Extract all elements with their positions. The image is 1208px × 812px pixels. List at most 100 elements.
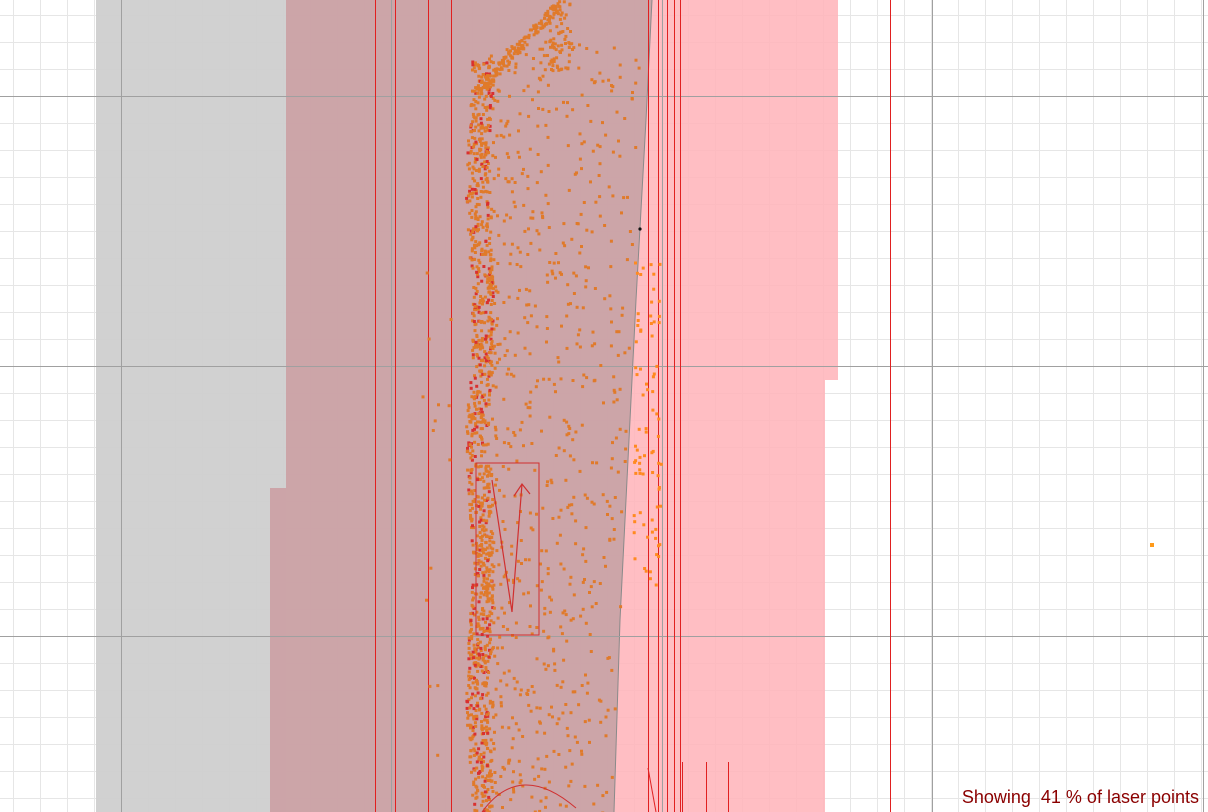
laser-point (613, 707, 617, 711)
laser-point (563, 244, 567, 248)
laser-point (476, 554, 480, 558)
laser-point (474, 169, 478, 172)
laser-point (581, 385, 585, 389)
laser-point (471, 89, 474, 93)
laser-point (484, 684, 488, 688)
laser-point (477, 203, 481, 207)
laser-point (489, 553, 493, 557)
laser-point (575, 305, 579, 309)
laser-point (516, 521, 520, 525)
laser-point (467, 636, 471, 640)
laser-point (473, 69, 477, 73)
laser-point (491, 96, 495, 100)
laser-point (548, 595, 552, 599)
laser-point (529, 709, 533, 713)
laser-point (481, 760, 485, 764)
laser-point (551, 272, 555, 276)
laser-point (474, 125, 478, 129)
laser-point (521, 44, 525, 48)
laser-point (473, 188, 477, 191)
laser-point (491, 92, 495, 95)
laser-point (534, 23, 538, 27)
laser-point (521, 735, 525, 738)
laser-point (483, 160, 487, 164)
laser-point (585, 228, 589, 232)
laser-point (495, 134, 499, 138)
laser-point (488, 727, 492, 731)
laser-point (474, 215, 478, 218)
laser-point (486, 277, 490, 281)
laser-point (489, 619, 493, 623)
laser-point (483, 273, 487, 277)
laser-point (471, 793, 475, 797)
laser-point (549, 59, 553, 63)
laser-point (436, 684, 440, 688)
laser-point (651, 408, 655, 412)
laser-point (552, 57, 556, 61)
laser-point (610, 668, 614, 672)
laser-point (494, 73, 498, 76)
laser-point (482, 518, 486, 522)
laser-point (478, 88, 482, 91)
laser-point (608, 294, 612, 298)
laser-point (472, 98, 476, 102)
laser-point (469, 619, 473, 623)
laser-point (484, 629, 488, 633)
laser-point (481, 794, 485, 798)
laser-point (480, 79, 484, 83)
laser-point (593, 80, 597, 84)
laser-point (492, 327, 496, 331)
laser-point (475, 610, 479, 614)
laser-point (475, 393, 479, 397)
laser-point (546, 163, 550, 167)
laser-point (547, 20, 551, 24)
laser-point (485, 77, 489, 81)
laser-point (478, 139, 482, 143)
laser-point (605, 499, 609, 503)
laser-point (488, 271, 492, 275)
laser-point (477, 129, 481, 133)
laser-point (559, 685, 563, 689)
laser-point (476, 701, 479, 705)
laser-point (568, 749, 572, 753)
laser-point (468, 706, 472, 710)
laser-point (656, 434, 660, 438)
laser-point (529, 604, 532, 608)
laser-point (469, 489, 473, 493)
laser-point (512, 52, 516, 56)
laser-point (557, 515, 561, 519)
laser-point (472, 707, 476, 711)
laser-point (551, 44, 554, 48)
laser-point (563, 37, 567, 41)
laser-point (481, 617, 485, 621)
laser-point (558, 803, 562, 807)
laser-point (560, 67, 564, 71)
laser-point (476, 282, 480, 286)
laser-point (569, 30, 572, 33)
laser-point (514, 722, 518, 726)
laser-point (610, 517, 614, 521)
laser-point (504, 55, 508, 59)
laser-point (495, 478, 499, 482)
laser-point (634, 261, 637, 265)
laser-point (486, 162, 490, 165)
laser-point (484, 402, 488, 406)
laser-point (616, 470, 620, 474)
laser-point (547, 377, 551, 381)
laser-point (488, 169, 492, 173)
laser-point (564, 42, 567, 45)
laser-point (486, 377, 489, 381)
laser-point (499, 679, 503, 683)
laser-point (562, 0, 566, 4)
laser-point (546, 83, 550, 87)
laser-point (477, 310, 481, 314)
laser-point (559, 508, 563, 512)
laser-point (559, 625, 563, 629)
laser-point (555, 56, 559, 60)
laser-point (555, 9, 559, 13)
laser-point (488, 610, 492, 614)
laser-point (470, 635, 474, 638)
laser-point (473, 401, 477, 405)
